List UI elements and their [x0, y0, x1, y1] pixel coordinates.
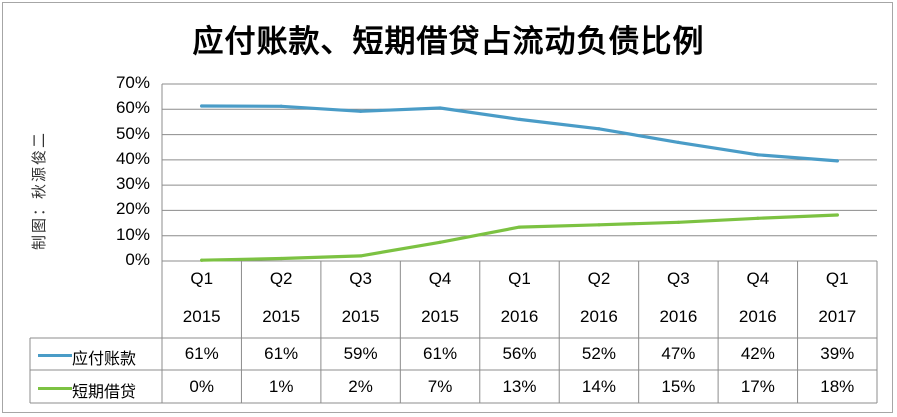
y-tick-label: 60% [115, 98, 150, 118]
data-point [438, 240, 442, 244]
data-point [676, 140, 680, 145]
x-tick-quarter: Q1 [508, 269, 531, 288]
y-tick-label: 10% [115, 224, 150, 244]
data-point [517, 225, 522, 229]
legend-key [38, 387, 72, 390]
data-label: 0% [189, 377, 214, 396]
data-label: 2% [348, 377, 373, 396]
x-tick-quarter: Q2 [269, 269, 293, 288]
y-tick-label: 0% [125, 250, 150, 269]
legend-label: 短期借贷 [72, 382, 137, 401]
y-tick-label: 30% [115, 174, 150, 194]
data-point [517, 117, 522, 121]
data-label: 61% [423, 344, 458, 363]
y-tick-label: 20% [115, 199, 150, 219]
data-label: 47% [661, 344, 696, 363]
y-tick-label: 40% [115, 148, 150, 168]
y-tick-label: 70% [115, 73, 150, 92]
data-label: 1% [268, 377, 294, 396]
x-tick-year: 2015 [421, 307, 459, 326]
x-tick-year: 2016 [738, 307, 777, 326]
data-point [200, 258, 204, 262]
x-tick-year: 2015 [262, 307, 301, 326]
data-point [200, 104, 204, 108]
x-tick-year: 2015 [341, 307, 380, 326]
chart-title: 应付账款、短期借贷占流动负债比例 [192, 24, 705, 60]
data-point [438, 106, 442, 110]
data-point [756, 216, 760, 220]
legend-label: 应付账款 [72, 349, 137, 368]
data-label: 61% [264, 344, 299, 363]
data-label: 61% [184, 344, 219, 363]
x-tick-year: 2015 [182, 307, 221, 326]
x-tick-quarter: Q4 [746, 269, 770, 288]
data-point [835, 159, 839, 163]
data-label: 15% [661, 377, 696, 396]
x-tick-quarter: Q2 [587, 269, 611, 288]
x-tick-quarter: Q1 [190, 269, 214, 288]
data-point [835, 213, 839, 217]
data-point [597, 223, 601, 227]
data-label: 56% [502, 344, 537, 363]
x-tick-quarter: Q3 [349, 269, 372, 288]
data-point [359, 254, 363, 258]
data-label: 18% [820, 377, 855, 396]
chart-frame [2, 2, 893, 413]
data-label: 39% [820, 344, 855, 363]
x-tick-year: 2016 [580, 307, 618, 326]
data-point [279, 256, 283, 261]
x-tick-year: 2016 [500, 307, 539, 326]
x-tick-quarter: Q4 [428, 269, 452, 288]
data-point [279, 104, 283, 108]
x-tick-year: 2017 [818, 307, 857, 326]
x-tick-quarter: Q3 [667, 269, 690, 288]
data-label: 52% [581, 344, 616, 363]
x-tick-year: 2016 [659, 307, 698, 326]
data-label: 13% [502, 377, 537, 396]
data-point [597, 127, 601, 131]
data-point [676, 220, 680, 224]
x-tick-quarter: Q1 [825, 269, 849, 288]
data-label: 42% [740, 344, 775, 363]
data-label: 17% [740, 377, 775, 396]
y-tick-label: 50% [115, 123, 150, 143]
legend-key [38, 354, 72, 357]
data-label: 59% [343, 344, 378, 363]
data-label: 7% [427, 377, 453, 396]
data-point [359, 109, 363, 113]
data-point [756, 153, 760, 157]
data-label: 14% [581, 377, 616, 396]
